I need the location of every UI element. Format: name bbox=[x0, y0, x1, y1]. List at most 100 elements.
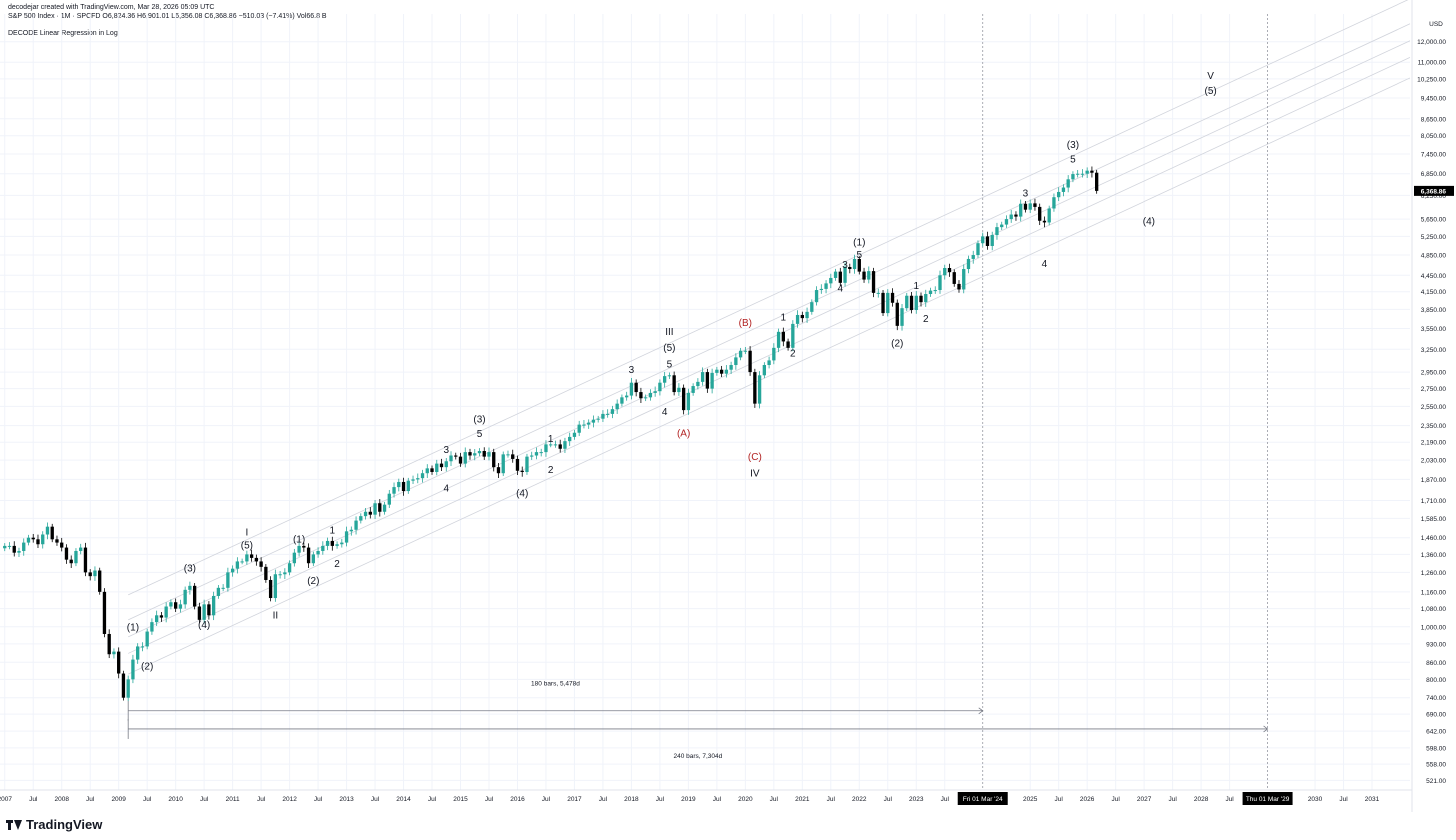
wave-label: (A) bbox=[677, 428, 690, 439]
candle-body bbox=[805, 311, 809, 319]
candle-body bbox=[890, 292, 895, 303]
candle-body bbox=[871, 271, 876, 293]
candle-body bbox=[1000, 224, 1004, 228]
candle-body bbox=[539, 452, 543, 454]
regression-channel bbox=[128, 0, 1411, 675]
grid-lines bbox=[0, 14, 1410, 790]
price-tick-label: 1,260.00 bbox=[1421, 570, 1447, 577]
tradingview-logo[interactable]: TradingView bbox=[6, 817, 102, 832]
time-axis[interactable]: 2007 Jul 2008 Jul 2009 Jul 2010 Jul 2011 Jul 2012 J… bbox=[0, 789, 1412, 805]
candle-body bbox=[188, 585, 192, 590]
time-tick-label: 2013 bbox=[339, 796, 354, 803]
date-marker-label: Fri 01 Mar '24 bbox=[963, 796, 1003, 803]
indicator-name[interactable]: DECODE Linear Regression in Log bbox=[8, 30, 118, 37]
wave-labels: (1) (2) (3) (4) I (5) II (1) (2) 1 2 3 4 (3) 5 (4) 1 2 3 4 I… bbox=[127, 71, 1217, 672]
candle-body bbox=[183, 589, 187, 605]
candle-body bbox=[895, 302, 899, 326]
candle-body bbox=[416, 478, 420, 480]
price-tick-label: 1,000.00 bbox=[1421, 624, 1447, 631]
candle-body bbox=[606, 413, 610, 415]
candle-body bbox=[1066, 179, 1070, 188]
candle-body bbox=[292, 552, 297, 564]
candle-body bbox=[795, 314, 800, 324]
time-tick-label: Jul bbox=[257, 796, 266, 803]
price-tick-label: 1,080.00 bbox=[1421, 606, 1447, 613]
price-tick-label: 2,030.00 bbox=[1421, 458, 1447, 465]
candle-body bbox=[819, 288, 823, 291]
symbol-ohlc-line: S&P 500 Index · 1M · SPCFD O6,824.36 H6,… bbox=[8, 13, 327, 20]
wave-label: (3) bbox=[184, 563, 196, 574]
candle-body bbox=[363, 511, 368, 517]
time-tick-label: Jul bbox=[656, 796, 665, 803]
candle-body bbox=[1014, 214, 1018, 217]
candle-body bbox=[515, 458, 520, 471]
candle-body bbox=[810, 302, 814, 312]
candle-body bbox=[1033, 203, 1037, 207]
candle-body bbox=[629, 382, 634, 396]
candle-body bbox=[681, 387, 686, 411]
candle-body bbox=[881, 292, 885, 314]
time-tick-label: Jul bbox=[1225, 796, 1234, 803]
candle-body bbox=[933, 290, 937, 292]
candle-body bbox=[568, 436, 572, 442]
candle-body bbox=[344, 531, 349, 543]
candle-body bbox=[31, 537, 35, 540]
candle-body bbox=[938, 275, 942, 291]
candle-body bbox=[439, 463, 444, 468]
candle-body bbox=[192, 585, 197, 607]
wave-label: (5) bbox=[663, 343, 675, 354]
time-tick-label: Jul bbox=[713, 796, 722, 803]
candle-body bbox=[378, 503, 382, 512]
price-axis[interactable]: 12,000.00 11,000.00 10,250.00 9,450.00 8,650… bbox=[1411, 0, 1454, 812]
candle-body bbox=[3, 545, 7, 549]
wave-label: 3 bbox=[1023, 188, 1029, 199]
candle-body bbox=[525, 456, 529, 472]
candle-body bbox=[719, 369, 724, 374]
candle-body bbox=[852, 258, 857, 270]
wave-label: (3) bbox=[473, 415, 485, 426]
wave-label: (B) bbox=[739, 318, 752, 329]
candle-body bbox=[857, 258, 861, 272]
wave-label: 3 bbox=[842, 260, 848, 271]
candle-body bbox=[354, 520, 358, 530]
candle-body bbox=[909, 295, 914, 311]
time-tick-label: 2019 bbox=[681, 796, 696, 803]
time-tick-label: 2017 bbox=[567, 796, 582, 803]
time-tick-label: 2030 bbox=[1308, 796, 1323, 803]
time-tick-label: Jul bbox=[1339, 796, 1348, 803]
candle-body bbox=[924, 294, 928, 303]
candle-body bbox=[273, 574, 278, 599]
price-tick-label: 2,350.00 bbox=[1421, 423, 1447, 430]
candle-body bbox=[349, 529, 353, 532]
candle-body bbox=[1019, 203, 1023, 217]
wave-label: 2 bbox=[923, 314, 929, 325]
candle-body bbox=[169, 602, 173, 607]
candle-body bbox=[990, 235, 994, 246]
candle-body bbox=[112, 651, 116, 655]
date-marker-lines bbox=[982, 14, 1268, 790]
candle-body bbox=[41, 534, 45, 545]
wave-label: 1 bbox=[330, 526, 336, 537]
candle-body bbox=[321, 545, 325, 551]
time-tick-label: 2014 bbox=[396, 796, 411, 803]
price-tick-label: 1,710.00 bbox=[1421, 498, 1447, 505]
price-tick-label: 4,450.00 bbox=[1421, 273, 1447, 280]
time-tick-label: Jul bbox=[29, 796, 38, 803]
candle-body bbox=[1038, 206, 1042, 221]
price-tick-label: 11,000.00 bbox=[1418, 60, 1447, 67]
candle-body bbox=[496, 467, 501, 474]
current-price-label: 6,368.86 bbox=[1421, 188, 1447, 195]
time-tick-label: Jul bbox=[941, 796, 950, 803]
wave-label: 2 bbox=[790, 348, 796, 359]
price-tick-label: 690.00 bbox=[1426, 712, 1446, 719]
candle-body bbox=[283, 572, 287, 575]
wave-label: (4) bbox=[198, 620, 210, 631]
time-tick-label: 2010 bbox=[168, 796, 183, 803]
candle-body bbox=[150, 622, 154, 632]
price-tick-label: 2,190.00 bbox=[1421, 440, 1447, 447]
candle-body bbox=[848, 266, 852, 270]
price-tick-label: 3,250.00 bbox=[1421, 347, 1447, 354]
candle-body bbox=[700, 372, 705, 382]
time-tick-label: Jul bbox=[371, 796, 380, 803]
